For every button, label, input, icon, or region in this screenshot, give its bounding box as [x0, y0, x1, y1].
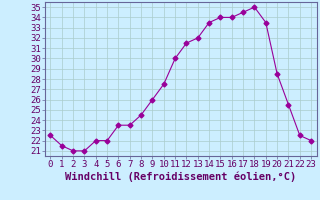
X-axis label: Windchill (Refroidissement éolien,°C): Windchill (Refroidissement éolien,°C) — [65, 172, 296, 182]
